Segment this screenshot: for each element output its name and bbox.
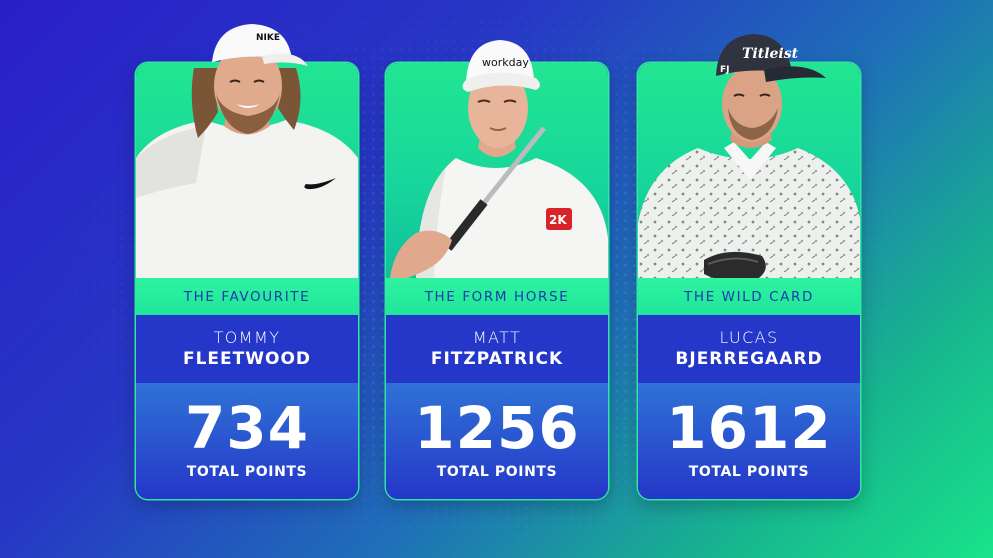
total-points-label: TOTAL POINTS — [186, 464, 308, 480]
player-portrait: Titleist FJ — [638, 8, 860, 278]
total-points-label: TOTAL POINTS — [688, 464, 810, 480]
swoosh-logo-icon — [304, 178, 336, 190]
total-points-value: 734 — [184, 394, 310, 462]
player-portrait: NIKE — [136, 8, 358, 278]
player-role-label: THE FAVOURITE — [136, 278, 358, 315]
player-last-name: FLEETWOOD — [182, 349, 312, 369]
player-card-fitzpatrick: THE FORM HORSE MATT FITZPATRICK 1256 TOT… — [386, 40, 608, 499]
cap-logo: NIKE — [256, 33, 280, 43]
player-last-name: BJERREGAARD — [675, 349, 823, 369]
player-card-fleetwood: THE FAVOURITE TOMMY FLEETWOOD 734 TOTAL … — [136, 24, 358, 499]
card-background: THE FORM HORSE MATT FITZPATRICK 1256 TOT… — [386, 63, 608, 499]
total-points-value: 1612 — [666, 394, 832, 462]
points-panel: 1612 TOTAL POINTS — [638, 383, 860, 499]
sponsor-logo-icon — [546, 208, 572, 230]
cap-side-logo: FJ — [720, 65, 730, 75]
cap-logo: Titleist — [742, 46, 799, 62]
player-role-text: THE WILD CARD — [684, 288, 814, 305]
total-points-label: TOTAL POINTS — [436, 464, 558, 480]
points-panel: 1256 TOTAL POINTS — [386, 383, 608, 499]
total-points-value: 1256 — [414, 394, 580, 462]
player-name: MATT FITZPATRICK — [386, 315, 608, 383]
cap-logo: workday — [482, 56, 529, 69]
points-panel: 734 TOTAL POINTS — [136, 383, 358, 499]
player-role-label: THE WILD CARD — [638, 278, 860, 315]
chest-logo: 2K — [549, 213, 567, 227]
player-card-bjerregaard: THE WILD CARD LUCAS BJERREGAARD 1612 TOT… — [638, 34, 860, 499]
player-name: LUCAS BJERREGAARD — [638, 315, 860, 383]
player-first-name: LUCAS — [719, 328, 779, 347]
player-first-name: TOMMY — [213, 328, 281, 347]
player-last-name: FITZPATRICK — [430, 349, 564, 369]
player-first-name: MATT — [472, 328, 522, 347]
player-role-text: THE FORM HORSE — [424, 288, 570, 305]
player-name: TOMMY FLEETWOOD — [136, 315, 358, 383]
player-role-text: THE FAVOURITE — [183, 288, 311, 305]
player-portrait: workday 2K — [386, 8, 608, 278]
player-role-label: THE FORM HORSE — [386, 278, 608, 315]
